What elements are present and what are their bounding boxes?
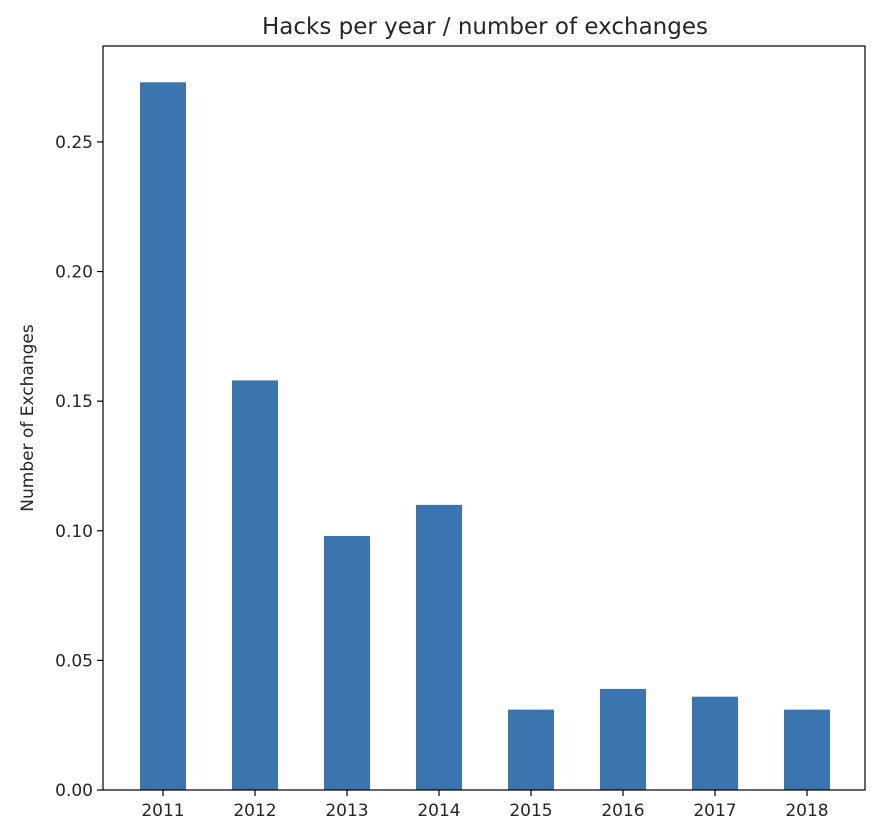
plot-frame — [102, 45, 866, 791]
y-tick-label: 0.25 — [55, 133, 93, 153]
y-axis-ticks: 0.00 0.05 0.10 0.15 0.20 0.25 — [55, 133, 103, 801]
x-axis-ticks: 2011 2012 2013 2014 2015 2016 2017 2018 — [141, 790, 829, 821]
x-tick-label: 2017 — [693, 801, 736, 821]
bar-2012 — [232, 380, 278, 790]
x-tick-label: 2018 — [785, 801, 828, 821]
bar-2017 — [692, 696, 738, 790]
y-tick-label: 0.20 — [55, 263, 93, 283]
chart-title: Hacks per year / number of exchanges — [262, 14, 708, 40]
bar-2018 — [784, 709, 830, 790]
x-tick-label: 2014 — [417, 801, 460, 821]
y-tick-label: 0.10 — [55, 522, 93, 542]
y-axis-label: Number of Exchanges — [18, 324, 38, 512]
y-tick-label: 0.05 — [55, 651, 93, 671]
bar-2016 — [600, 688, 646, 790]
x-tick-label: 2012 — [233, 801, 276, 821]
x-tick-label: 2011 — [141, 801, 184, 821]
bar-2014 — [416, 504, 462, 790]
x-tick-label: 2015 — [509, 801, 552, 821]
bar-2015 — [508, 709, 554, 790]
y-tick-label: 0.15 — [55, 392, 93, 412]
bar-2013 — [324, 535, 370, 790]
x-tick-label: 2016 — [601, 801, 644, 821]
plot-area — [103, 46, 865, 790]
x-tick-label: 2013 — [325, 801, 368, 821]
y-tick-label: 0.00 — [55, 781, 93, 801]
bar-2011 — [140, 82, 186, 791]
bars-group — [140, 82, 830, 791]
